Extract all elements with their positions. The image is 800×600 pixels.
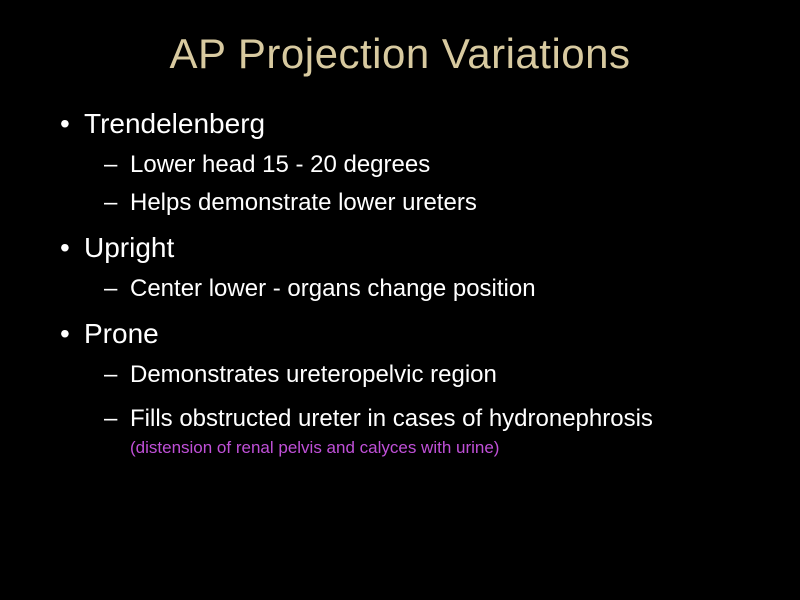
sub-bullet-text: Fills obstructed ureter in cases of hydr… [130, 405, 653, 432]
sub-bullet-text: Lower head 15 - 20 degrees [130, 151, 430, 178]
sub-bullet-text: Demonstrates ureteropelvic region [130, 361, 497, 388]
sub-bullet-list: Lower head 15 - 20 degrees Helps demonst… [84, 148, 740, 219]
bullet-text: Upright [84, 232, 174, 263]
slide-title: AP Projection Variations [60, 30, 740, 78]
sub-bullet-list: Center lower - organs change position [84, 272, 740, 306]
bullet-item: Prone Demonstrates ureteropelvic region … [84, 316, 740, 460]
sub-bullet-item: Fills obstructed ureter in cases of hydr… [130, 402, 740, 460]
bullet-item: Upright Center lower - organs change pos… [84, 230, 740, 306]
sub-bullet-note: (distension of renal pelvis and calyces … [130, 437, 740, 459]
sub-bullet-item: Demonstrates ureteropelvic region [130, 358, 740, 392]
sub-bullet-item: Center lower - organs change position [130, 272, 740, 306]
bullet-text: Prone [84, 318, 159, 349]
sub-bullet-text: Helps demonstrate lower ureters [130, 189, 477, 216]
sub-bullet-item: Lower head 15 - 20 degrees [130, 148, 740, 182]
bullet-item: Trendelenberg Lower head 15 - 20 degrees… [84, 106, 740, 220]
sub-bullet-list: Demonstrates ureteropelvic region Fills … [84, 358, 740, 459]
slide: AP Projection Variations Trendelenberg L… [0, 0, 800, 600]
bullet-text: Trendelenberg [84, 108, 265, 139]
sub-bullet-text: Center lower - organs change position [130, 275, 536, 302]
bullet-list: Trendelenberg Lower head 15 - 20 degrees… [60, 106, 740, 459]
sub-bullet-item: Helps demonstrate lower ureters [130, 186, 740, 220]
